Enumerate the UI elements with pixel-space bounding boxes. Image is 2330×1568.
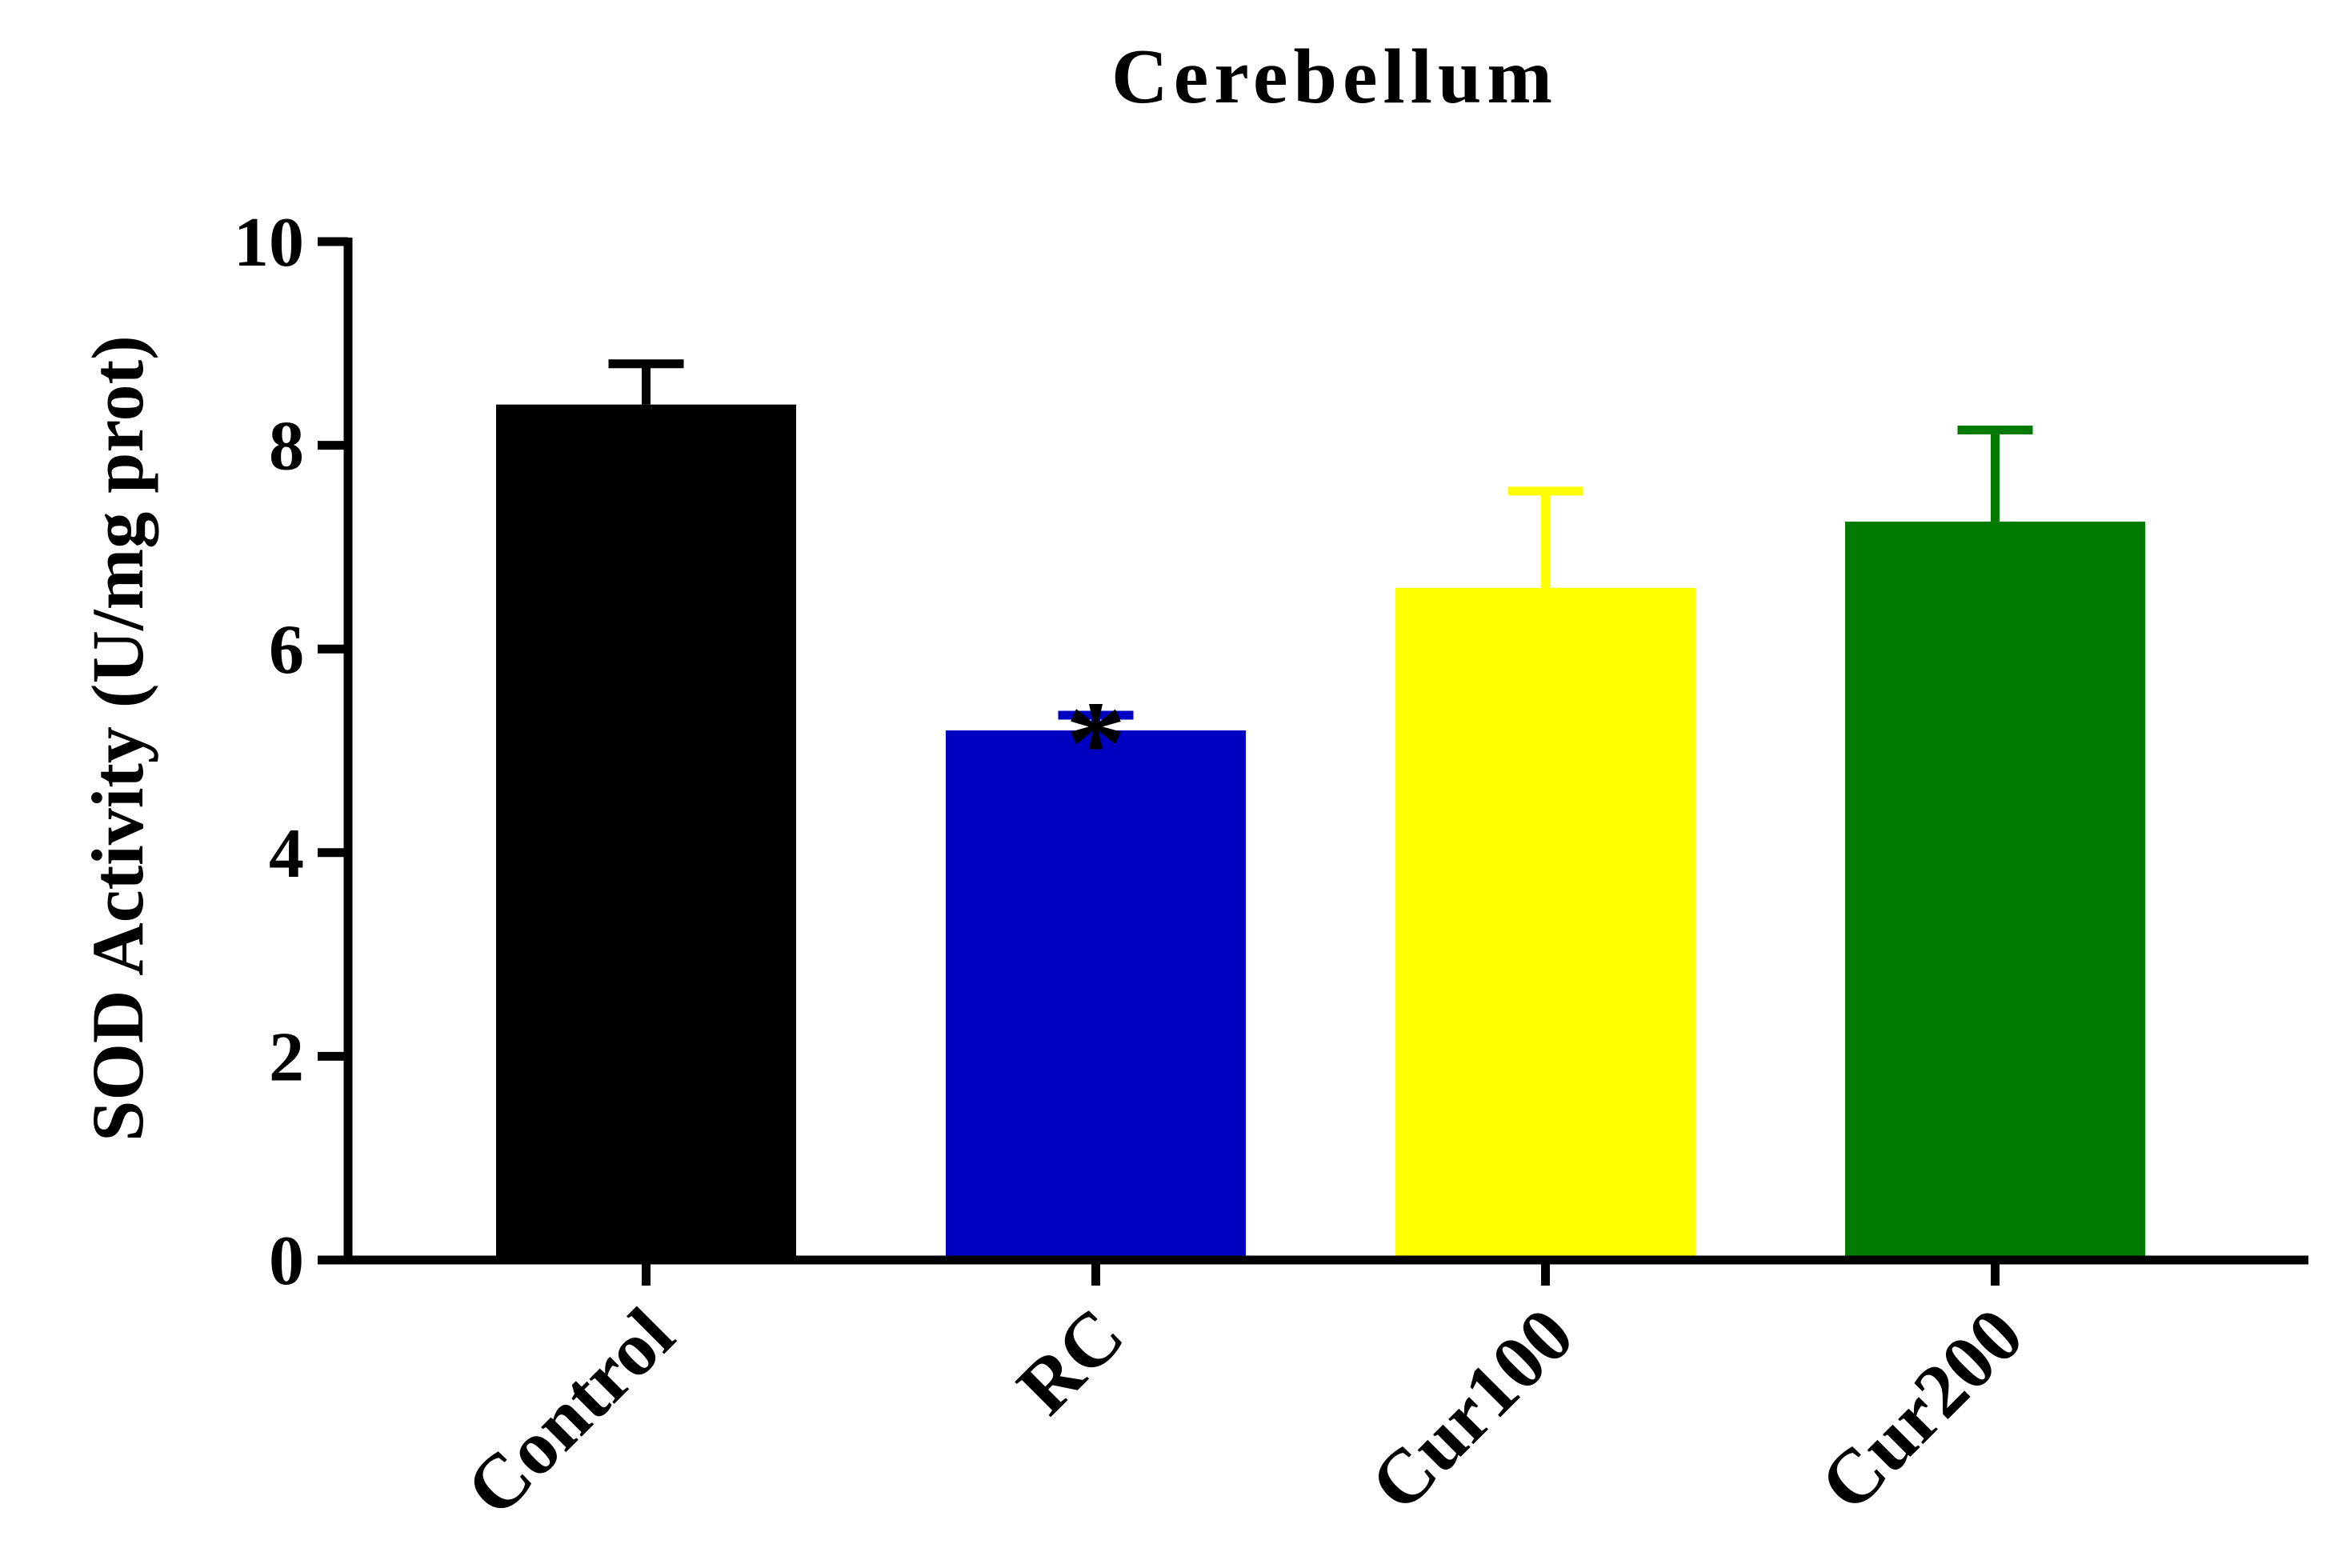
y-axis-title: SOD Activity (U/mg prot) [77,335,158,1142]
y-tick-label-8: 8 [269,408,304,486]
error-bars-group [608,359,2033,731]
annotations-group: * [1066,677,1126,810]
bars-group [496,404,2145,1261]
x-tick-label-rc: RC [1001,1291,1140,1430]
y-tick-label-10: 10 [234,204,304,282]
chart-title: Cerebellum [1111,34,1558,120]
y-tick-label-6: 6 [269,611,304,689]
y-tick-label-4: 4 [269,815,304,893]
y-ticks-group: 0 2 4 6 8 10 [234,204,348,1300]
x-tick-label-control: Control [450,1291,691,1532]
y-tick-label-2: 2 [269,1018,304,1096]
bar-cur200 [1845,522,2145,1260]
y-tick-label-0: 0 [269,1222,304,1300]
axes-group [343,238,2308,1265]
x-ticks-group: Control RC Cur100 Cur200 [450,1260,2039,1532]
significance-marker-rc: * [1066,677,1126,810]
bar-cur100 [1395,587,1695,1260]
bar-control [496,404,796,1261]
x-tick-label-cur100: Cur100 [1354,1291,1589,1526]
bar-rc [946,730,1246,1260]
x-tick-label-cur200: Cur200 [1804,1291,2039,1526]
